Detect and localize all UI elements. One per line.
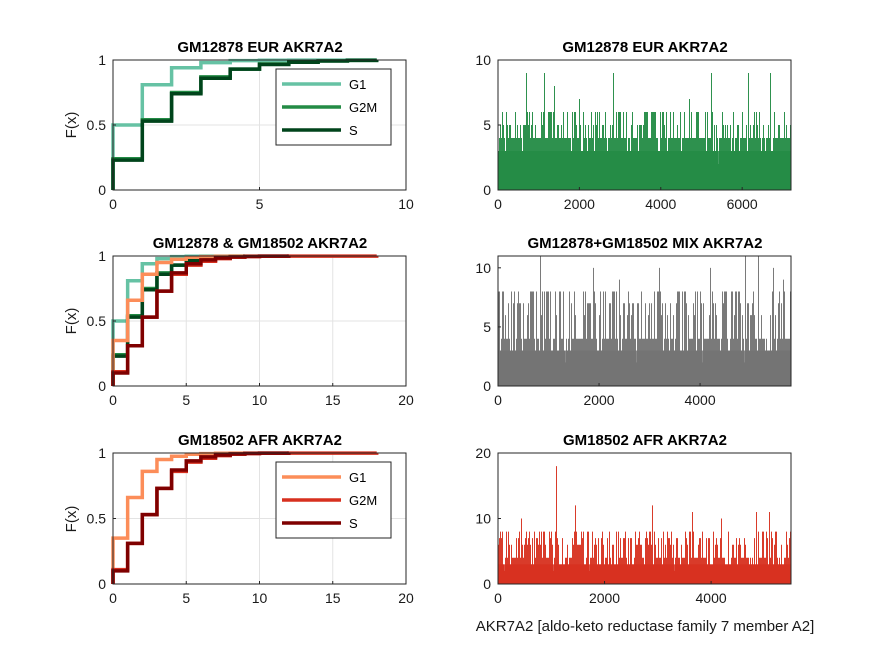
plot-title: GM12878+GM18502 MIX AKR7A2 xyxy=(528,235,763,252)
legend: G1 G2M S xyxy=(275,461,392,539)
x-tick-label: 2000 xyxy=(583,392,614,408)
x-tick-label: 15 xyxy=(325,392,341,408)
x-tick-label: 6000 xyxy=(727,196,758,212)
y-tick-label: 0.5 xyxy=(87,313,107,329)
y-tick-label: 0 xyxy=(98,182,106,198)
plot-title: GM12878 EUR AKR7A2 xyxy=(562,39,727,56)
y-axis-ticks: 00.51 xyxy=(87,445,116,592)
x-tick-label: 4000 xyxy=(696,590,727,606)
plot-title: GM12878 & GM18502 AKR7A2 xyxy=(153,235,368,252)
y-axis-ticks: 0 5 10 xyxy=(475,52,501,198)
bar-plot-mix: 0 2000 4000 0 5 10 GM12878+GM18502 MIX AKR7A2 xyxy=(475,235,792,408)
x-axis-ticks: 0 2000 4000 xyxy=(494,581,727,606)
bar-dense-band xyxy=(498,350,791,386)
x-tick-label: 2000 xyxy=(589,590,620,606)
x-axis-ticks: 0 5 10 15 20 xyxy=(109,383,414,408)
x-axis-ticks: 0 2000 4000 6000 xyxy=(494,187,758,212)
legend-label: G1 xyxy=(349,470,366,485)
bar-series xyxy=(498,73,791,190)
bar-series xyxy=(498,256,791,386)
x-tick-label: 0 xyxy=(109,392,117,408)
y-tick-label: 0.5 xyxy=(87,117,107,133)
x-tick-label: 20 xyxy=(398,392,414,408)
plot-body: 0 5 10 15 2000.51 xyxy=(87,248,414,408)
y-axis-label: F(x) xyxy=(63,506,80,533)
legend-label: G2M xyxy=(349,100,377,115)
legend-label: S xyxy=(349,516,358,531)
x-tick-label: 0 xyxy=(494,590,502,606)
x-tick-label: 20 xyxy=(398,590,414,606)
x-tick-label: 5 xyxy=(182,392,190,408)
x-tick-label: 15 xyxy=(325,590,341,606)
cdf-plot-mixed: 0 5 10 15 2000.51 GM12878 & GM18502 AKR7A2 F… xyxy=(63,235,414,408)
y-tick-label: 1 xyxy=(98,52,106,68)
y-axis-ticks: 0 5 10 xyxy=(475,260,501,394)
y-tick-label: 5 xyxy=(483,319,491,335)
x-tick-label: 10 xyxy=(252,590,268,606)
y-tick-label: 1 xyxy=(98,248,106,264)
x-axis-ticks: 0 2000 4000 xyxy=(494,383,716,408)
axes-box xyxy=(497,255,792,387)
bar-plot-gm12878-eur: 0 2000 4000 6000 0 5 10 GM12878 EUR AKR7A2 xyxy=(475,39,792,212)
y-tick-label: 0 xyxy=(483,182,491,198)
y-axis-label: F(x) xyxy=(63,308,80,335)
y-axis-label: F(x) xyxy=(63,112,80,139)
y-tick-label: 20 xyxy=(475,445,491,461)
x-axis-ticks: 0 5 10 15 20 xyxy=(109,581,414,606)
y-tick-label: 0 xyxy=(483,576,491,592)
plot-title: GM18502 AFR AKR7A2 xyxy=(563,432,727,449)
x-tick-label: 0 xyxy=(494,196,502,212)
figure-x-axis-label: AKR7A2 [aldo-keto reductase family 7 mem… xyxy=(476,618,815,635)
x-tick-label: 0 xyxy=(109,196,117,212)
y-tick-label: 0 xyxy=(98,576,106,592)
y-tick-label: 0 xyxy=(98,378,106,394)
legend-label: S xyxy=(349,123,358,138)
plot-body: 0 2000 4000 0 5 10 xyxy=(475,255,792,408)
x-tick-label: 5 xyxy=(256,196,264,212)
y-tick-label: 0 xyxy=(483,378,491,394)
legend: G1 G2M S xyxy=(275,68,392,146)
series-line-s-2 xyxy=(111,58,379,190)
x-tick-label: 0 xyxy=(109,590,117,606)
plot-body: 0 2000 4000 0 10 20 xyxy=(475,445,792,606)
y-tick-label: 5 xyxy=(483,117,491,133)
y-tick-label: 10 xyxy=(475,260,491,276)
y-axis-ticks: 0 10 20 xyxy=(475,445,501,592)
plot-body: 0 2000 4000 6000 0 5 10 xyxy=(475,52,792,212)
plot-title: GM12878 EUR AKR7A2 xyxy=(177,39,342,56)
plot-title: GM18502 AFR AKR7A2 xyxy=(178,432,342,449)
bar-dense-band xyxy=(498,564,791,584)
x-tick-label: 4000 xyxy=(645,196,676,212)
y-tick-label: 1 xyxy=(98,445,106,461)
y-axis-ticks: 00.51 xyxy=(87,52,116,198)
y-tick-label: 10 xyxy=(475,52,491,68)
x-tick-label: 4000 xyxy=(684,392,715,408)
bar-dense-band xyxy=(498,151,791,190)
x-tick-label: 10 xyxy=(398,196,414,212)
x-tick-label: 2000 xyxy=(564,196,595,212)
legend-label: G1 xyxy=(349,77,366,92)
legend-label: G2M xyxy=(349,493,377,508)
bar-plot-gm18502-afr: 0 2000 4000 0 10 20 GM18502 AFR AKR7A2 xyxy=(475,432,792,606)
y-tick-label: 0.5 xyxy=(87,511,107,527)
bar-series xyxy=(498,466,791,584)
x-tick-label: 10 xyxy=(252,392,268,408)
y-tick-label: 10 xyxy=(475,511,491,527)
x-tick-label: 0 xyxy=(494,392,502,408)
x-tick-label: 5 xyxy=(182,590,190,606)
y-axis-ticks: 00.51 xyxy=(87,248,116,394)
